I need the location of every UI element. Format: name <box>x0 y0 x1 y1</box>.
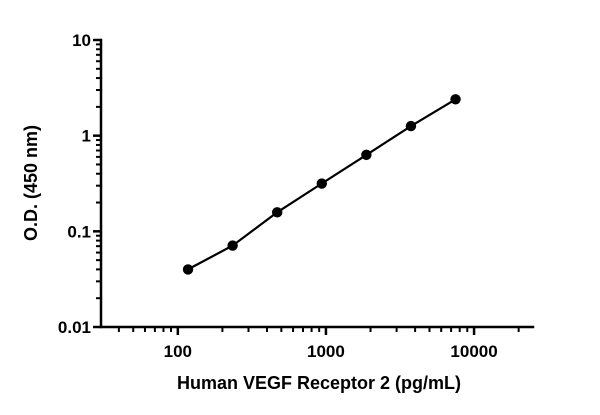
x-tick-label: 1000 <box>307 342 345 361</box>
data-point <box>316 178 327 189</box>
data-points <box>182 94 461 275</box>
data-point <box>450 94 461 105</box>
y-tick-label: 0.1 <box>67 222 91 241</box>
y-tick-label: 1 <box>82 127 91 146</box>
x-tick-label: 100 <box>164 342 192 361</box>
x-axis-title: Human VEGF Receptor 2 (pg/mL) <box>177 373 461 393</box>
data-point <box>361 149 372 161</box>
data-point <box>182 264 194 275</box>
data-point <box>405 120 417 132</box>
y-tick-label: 0.01 <box>58 318 91 337</box>
y-axis-title: O.D. (450 nm) <box>21 125 41 241</box>
data-point <box>272 207 283 218</box>
axes <box>99 38 535 329</box>
x-tick-label: 10000 <box>450 342 497 361</box>
ticks: 0.01 0.1 1 10 100 1000 10000 <box>58 31 520 361</box>
data-point <box>227 240 238 251</box>
y-tick-label: 10 <box>72 31 91 50</box>
